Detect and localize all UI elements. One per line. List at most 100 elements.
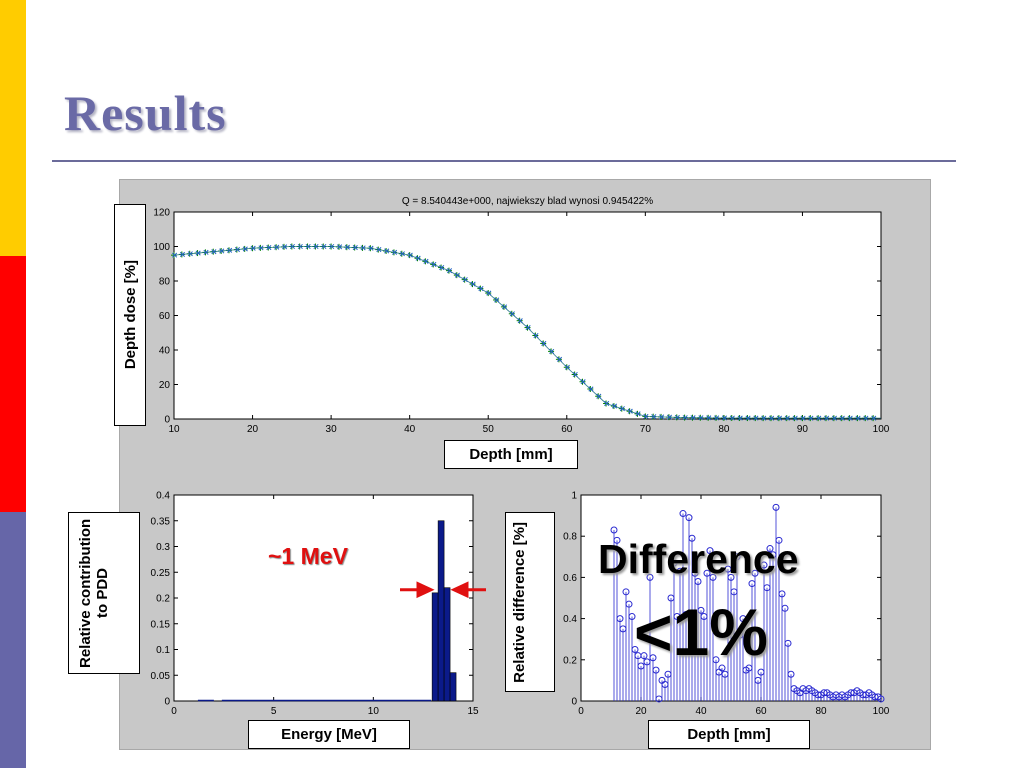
difference-point [694,578,702,586]
pdd-marker-d2 [478,286,484,292]
difference-point [679,510,687,518]
pdd-point-2 [305,243,311,250]
pdd-point-2 [839,415,845,421]
pdd-point-2 [446,268,453,274]
pdd-xtick-label: 20 [247,424,259,435]
difference-xtick-label: 0 [578,706,584,717]
pdd-point-2 [666,414,673,420]
arrow-right-icon [400,581,435,599]
difference-point [709,573,717,581]
pdd-marker-d2 [250,245,256,251]
pdd-marker-d2 [384,248,390,254]
pdd-point-2 [761,415,767,421]
pdd-point-2 [714,415,720,421]
spectrum-plot-area [173,494,474,702]
difference-xtick-label: 20 [635,706,647,717]
spectrum-bar [449,672,457,702]
pdd-point-2 [824,415,830,421]
difference-point [616,615,624,623]
pdd-point-2 [344,244,350,250]
difference-point [706,547,714,555]
difference-point [691,569,699,577]
pdd-point-2 [659,414,665,420]
difference-point [778,590,786,598]
pdd-xtick-label: 50 [483,424,495,435]
pdd-marker-d2 [462,277,468,283]
pdd-point-2 [674,414,680,420]
pdd-marker-d2 [847,415,853,421]
pdd-marker-d2 [242,246,248,252]
pdd-point-2 [203,249,209,255]
diff-xlabel-box: Depth [mm] [648,720,810,749]
pdd-point-2 [195,250,201,256]
pdd-marker-d2 [439,264,445,271]
pdd-xtick-label: 100 [873,424,890,435]
pdd-point-2 [313,243,319,250]
difference-point [613,536,621,544]
pdd-marker-d2 [517,318,523,324]
pdd-point-2 [643,413,649,419]
pdd-marker-d2 [706,415,712,421]
pdd-point-2 [376,247,382,253]
spec-xlabel: Energy [MeV] [281,726,377,743]
difference-point [724,565,732,573]
pdd-point-2 [297,243,303,250]
difference-point [775,536,783,544]
spectrum-ytick-label: 0.4 [156,491,170,502]
pdd-point-2 [776,415,783,421]
diff-xlabel: Depth [mm] [687,726,771,743]
pdd-marker-d2 [344,244,350,250]
pdd-marker-d2 [761,415,767,421]
pdd-point-2 [690,415,696,421]
pdd-marker-d2 [800,415,806,421]
pdd-point-2 [187,251,193,257]
pdd-point-2 [698,415,704,421]
pdd-point-2 [470,281,476,287]
pdd-marker-d2 [321,243,327,250]
pdd-marker-d2 [368,245,374,251]
pdd-xtick-label: 30 [326,424,338,435]
pdd-marker-d2 [737,415,743,421]
pdd-point-2 [368,245,374,251]
difference-point [622,588,630,596]
pdd-marker-d2 [470,281,476,287]
pdd-point-2 [517,318,523,324]
pdd-marker-d2 [698,415,704,421]
title-divider [52,160,956,162]
accent-bar-blue [0,512,26,768]
pdd-point-2 [431,261,437,267]
pdd-marker-d2 [831,415,838,421]
pdd-marker-d2 [195,250,201,256]
pdd-marker-d2 [187,251,193,257]
difference-point [760,561,768,569]
difference-point [646,573,654,581]
pdd-point-2 [337,244,343,250]
pdd-marker-d2 [352,244,358,251]
pdd-point-2 [211,249,217,255]
pdd-marker-d2 [666,414,673,420]
pdd-point-2 [611,403,618,409]
difference-point [781,604,789,612]
difference-xtick-label: 100 [873,706,890,717]
difference-ytick-label: 0.6 [563,573,577,584]
difference-point [649,654,657,662]
difference-point [610,526,618,534]
spectrum-ytick-label: 0.3 [156,542,170,553]
difference-point [688,534,696,542]
difference-point [628,613,636,621]
pdd-point-2 [274,244,280,250]
pdd-marker-d2 [871,415,877,421]
pdd-marker-d2 [234,247,240,253]
pdd-point-2 [486,290,492,296]
pdd-point-2 [415,255,421,261]
difference-point [751,569,759,577]
pdd-point-2 [619,406,625,412]
spectrum-xtick-label: 0 [171,706,177,717]
spectrum-ytick-label: 0.1 [156,645,170,656]
difference-point [670,559,678,567]
pdd-marker-d2 [643,413,649,419]
pdd-point-2 [706,415,712,421]
pdd-marker-d2 [729,415,735,421]
difference-point [697,606,705,614]
pdd-marker-d2 [651,414,657,420]
